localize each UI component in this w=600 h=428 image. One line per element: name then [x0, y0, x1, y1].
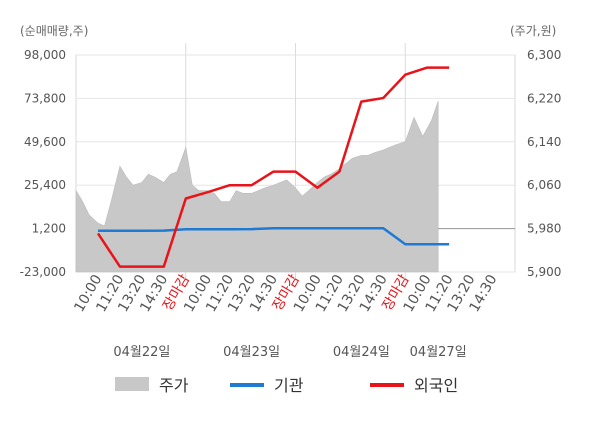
left-axis: (순매매량,주) -23,000 1,200 25,400 49,600 73,800 9…: [20, 24, 89, 279]
legend-label: 기관: [274, 376, 304, 395]
left-axis-unit: (순매매량,주): [20, 24, 88, 38]
left-tick-label: 73,800: [24, 91, 66, 105]
price-area-series: [75, 101, 439, 273]
date-label: 04월27일: [410, 345, 467, 360]
series-line-foreigner: [96, 66, 450, 268]
right-tick-label: 6,220: [527, 91, 561, 105]
legend-swatch: [115, 377, 149, 391]
right-tick-label: 6,060: [527, 178, 561, 192]
date-label: 04월23일: [223, 345, 280, 360]
legend-item: 기관: [230, 376, 304, 395]
left-tick-label: 25,400: [24, 178, 66, 192]
right-tick-label: 6,140: [527, 135, 561, 149]
legend-item: 외국인: [370, 376, 458, 395]
date-label: 04월22일: [113, 345, 170, 360]
series-lines: [96, 66, 450, 268]
right-tick-label: 5,980: [527, 222, 561, 236]
right-tick-label: 5,900: [527, 265, 561, 279]
right-axis-unit: (주가,원): [510, 24, 556, 38]
left-tick-label: 1,200: [32, 222, 66, 236]
x-axis: 10:0011:2013:2014:30장마감10:0011:2013:2014…: [71, 272, 500, 315]
legend: 주가 기관 외국인: [115, 376, 458, 395]
legend-label: 외국인: [414, 376, 458, 395]
left-tick-label: 49,600: [24, 135, 66, 149]
date-labels: 04월22일 04월23일 04월24일 04월27일: [113, 345, 466, 360]
series-line-institution: [98, 226, 450, 246]
date-label: 04월24일: [333, 345, 390, 360]
legend-item: 주가: [115, 376, 189, 395]
price-area: [75, 101, 439, 273]
left-tick-label: -23,000: [20, 265, 66, 279]
right-tick-label: 6,300: [527, 48, 561, 62]
legend-label: 주가: [159, 376, 189, 395]
left-tick-label: 98,000: [24, 48, 66, 62]
right-axis: (주가,원) 5,900 5,980 6,060 6,140 6,220 6,300: [510, 24, 561, 279]
